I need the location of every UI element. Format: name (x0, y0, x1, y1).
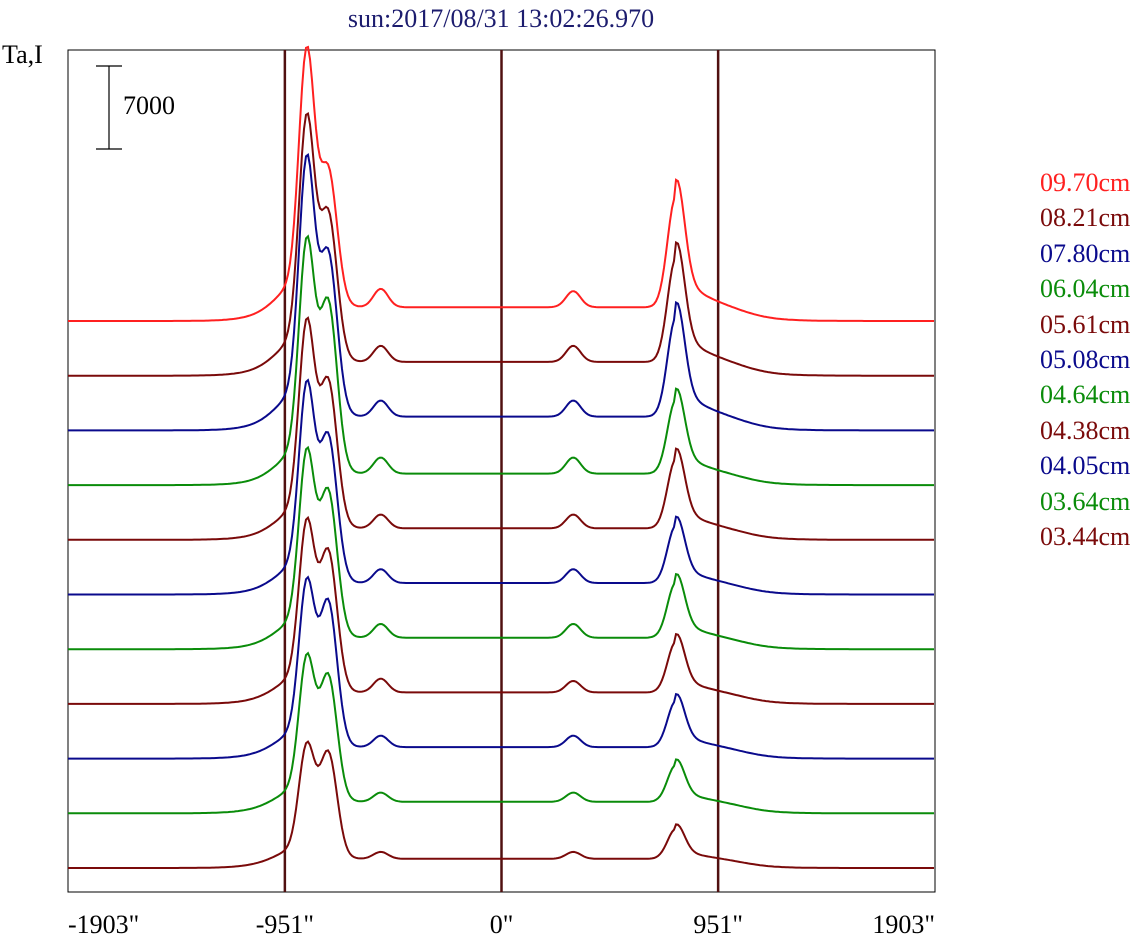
series-line-04.38cm (68, 515, 934, 705)
chart-title: sun:2017/08/31 13:02:26.970 (347, 4, 655, 33)
legend-entry: 06.04cm (1040, 274, 1131, 304)
x-tick-label: -1903" (68, 910, 139, 939)
x-tick-label: 951" (693, 910, 743, 939)
x-tick-label: 1903" (872, 910, 935, 939)
series-line-05.08cm (68, 378, 934, 596)
legend-entry: 05.08cm (1040, 345, 1131, 374)
series-lines (68, 45, 934, 869)
scale-bar: 7000 (96, 65, 175, 150)
legend-entry: 07.80cm (1040, 238, 1131, 268)
series-line-03.64cm (68, 651, 934, 815)
series-line-07.80cm (68, 153, 934, 432)
x-tick-label: -951" (256, 910, 314, 939)
legend-entry: 08.21cm (1040, 203, 1131, 233)
series-line-09.70cm (68, 45, 934, 322)
legend-entry: 04.64cm (1040, 380, 1131, 410)
y-axis-label: Ta,I (2, 40, 43, 69)
series-line-04.64cm (68, 445, 934, 651)
series-line-06.04cm (68, 234, 934, 487)
legend-entry: 09.70cm (1040, 168, 1131, 197)
x-tick-label: 0" (490, 910, 514, 939)
series-line-04.05cm (68, 575, 934, 760)
series-line-05.61cm (68, 316, 934, 541)
legend-entry: 04.38cm (1040, 415, 1131, 445)
legend-entry: 03.44cm (1040, 522, 1131, 551)
legend-entry: 05.61cm (1040, 309, 1131, 339)
scale-bar-label: 7000 (123, 91, 175, 120)
legend-entry: 04.05cm (1040, 451, 1131, 481)
x-tick-labels: -1903" -951" 0" 951" 1903" (68, 910, 935, 939)
legend-entry: 03.64cm (1040, 486, 1131, 516)
series-line-03.44cm (68, 740, 934, 869)
series-line-08.21cm (68, 111, 934, 377)
